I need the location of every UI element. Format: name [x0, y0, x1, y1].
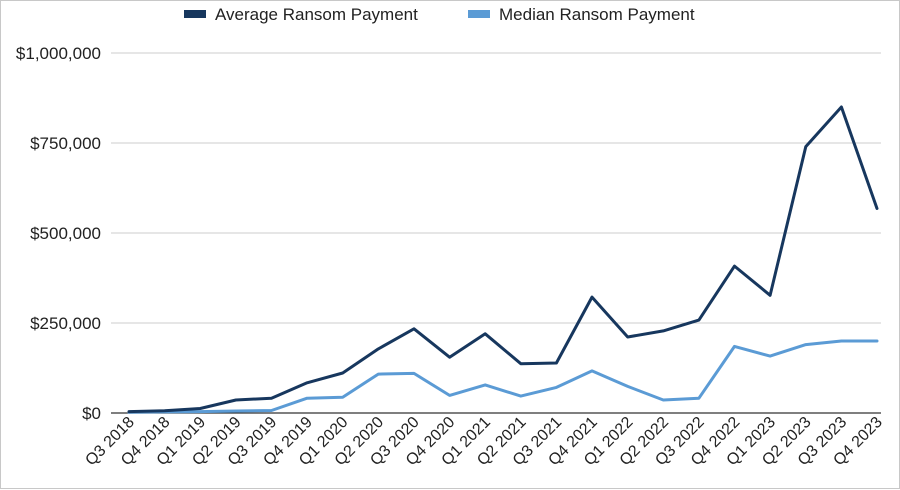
gridlines [111, 52, 881, 414]
y-axis-ticks: $0 $250,000 $500,000 $750,000 $1,000,000 [16, 44, 101, 423]
y-tick-label: $250,000 [30, 314, 101, 333]
y-tick-label: $1,000,000 [16, 44, 101, 63]
legend-swatch [184, 10, 206, 18]
y-tick-label: $750,000 [30, 134, 101, 153]
series-line [127, 105, 879, 414]
legend-label: Average Ransom Payment [215, 5, 418, 24]
legend-swatch [468, 10, 490, 18]
legend-label: Median Ransom Payment [499, 5, 695, 24]
series-line [127, 339, 879, 414]
y-tick-label: $500,000 [30, 224, 101, 243]
series-lines [127, 105, 879, 414]
y-tick-label: $0 [82, 404, 101, 423]
legend: Average Ransom Payment Median Ransom Paym… [184, 5, 695, 24]
